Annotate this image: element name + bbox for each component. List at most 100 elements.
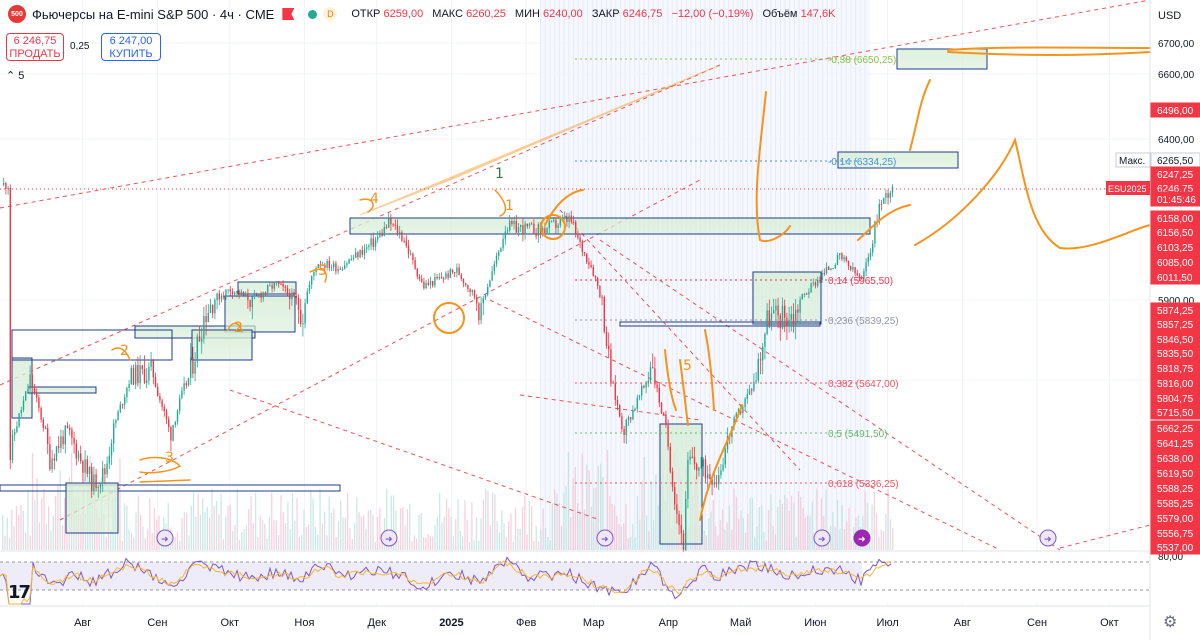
fib-label: 0,382 (5647,00) [828, 379, 899, 390]
candle-body [377, 236, 379, 240]
price-tag: 6246,75 [1157, 184, 1194, 195]
flag-icon[interactable] [282, 8, 295, 20]
candle-body [520, 225, 522, 228]
volume-bar [211, 488, 213, 550]
hand-stroke [111, 347, 131, 361]
band-stripe [634, 0, 636, 550]
candle-body [449, 269, 451, 278]
candle-body [777, 305, 779, 316]
candle-body [759, 359, 762, 361]
volume-bar [625, 504, 627, 550]
volume-bar [360, 516, 363, 550]
event-marker-icon[interactable] [596, 529, 614, 547]
candle-body [434, 276, 436, 286]
price-axis[interactable]: 6700,00 6600,00 6400,00 5900,00 80,00 [1158, 39, 1195, 563]
candle-body [702, 459, 704, 467]
time-tick: Фев [516, 617, 536, 629]
price-tag: 5638,00 [1157, 454, 1194, 465]
volume-bar [264, 523, 266, 550]
symbol-tag-bg [1106, 181, 1150, 195]
volume-bar [66, 533, 68, 550]
volume-bar [337, 521, 340, 550]
event-marker-icon[interactable] [380, 529, 398, 547]
candle-body [163, 406, 165, 412]
candle-body [509, 221, 511, 231]
volume-bar [544, 528, 547, 550]
market-status-icon[interactable] [308, 9, 318, 19]
candle-body [854, 267, 856, 274]
candle-body [825, 267, 828, 273]
symbol-title[interactable]: Фьючерсы на E-mini S&P 500 · 4ч · CME [32, 6, 275, 22]
volume-bar [45, 523, 47, 550]
candle-body [616, 399, 619, 406]
candle-body [724, 449, 726, 465]
buy-button[interactable]: 6 247,00 КУПИТЬ [101, 33, 161, 61]
candle-body [722, 464, 724, 471]
candle-body [207, 312, 209, 323]
fib-label: 0,14 (5965,50) [828, 276, 893, 287]
candle-body [113, 423, 115, 444]
volume-bar [135, 512, 137, 550]
volume-bar [878, 536, 880, 550]
candle-body [253, 294, 256, 297]
price-tick: 6400,00 [1158, 135, 1195, 146]
candle-body [36, 393, 38, 398]
event-marker-icon[interactable] [156, 529, 174, 547]
candle-body [839, 253, 841, 256]
price-tag-bg [1150, 435, 1200, 451]
hand-stroke [679, 359, 689, 426]
delay-badge[interactable]: D [323, 7, 338, 21]
hand-drawings: 1 2 3 4 5 1 2 5 [111, 46, 1151, 521]
event-marker-icon[interactable] [1039, 529, 1057, 547]
candle-body [69, 428, 71, 430]
volume-bar [172, 537, 174, 550]
symbol-logo-icon[interactable]: 500 [8, 5, 26, 23]
event-markers[interactable]: ➜ ➜ ➜ ➜ ➜ ➜ [156, 529, 1057, 547]
candle-body [44, 427, 47, 429]
volume-bar [655, 474, 657, 550]
candle-body [201, 338, 203, 342]
volume-bar [558, 503, 560, 550]
sell-button[interactable]: 6 246,75 ПРОДАТЬ [6, 33, 64, 61]
volume-bar [425, 537, 427, 550]
candle-body [9, 188, 11, 460]
volume-bar [616, 515, 618, 550]
candle-body [214, 299, 216, 314]
volume-bar [50, 530, 52, 550]
tradingview-logo-icon[interactable]: 17 [8, 582, 31, 603]
volume-bar [252, 523, 254, 550]
settings-gear-icon[interactable]: ⚙ [1163, 614, 1178, 631]
time-axis[interactable]: Авг Сен Окт Ноя Дек 2025 Фев Мар Апр Май Июн Июл Авг… [74, 617, 1119, 629]
event-marker-icon[interactable] [813, 529, 831, 547]
event-marker-icon[interactable] [853, 529, 871, 547]
volume-bar [441, 522, 443, 550]
volume-bar [255, 492, 257, 550]
candle-body [150, 360, 152, 367]
candle-body [196, 336, 198, 362]
candle-body [236, 290, 238, 293]
volume-bar [519, 528, 521, 550]
candle-body [599, 286, 601, 297]
close-value: 6246,75 [622, 8, 663, 20]
candle-body [337, 268, 339, 272]
candle-body [190, 357, 192, 379]
candle-body [478, 303, 480, 321]
candle-body [460, 275, 462, 279]
volume-bar [8, 537, 11, 550]
volume-bar [289, 529, 291, 550]
volume-bar [142, 526, 144, 550]
candle-body [799, 299, 801, 313]
candle-body [678, 514, 680, 526]
candle-body [632, 410, 634, 420]
volume-bar [123, 503, 126, 550]
candle-body [432, 280, 434, 286]
currency-label[interactable]: USD [1158, 10, 1182, 22]
price-tag: 5588,25 [1157, 484, 1194, 495]
indicators-toggle[interactable]: ⌃ 5 [6, 69, 24, 82]
candle-body [865, 262, 867, 272]
candle-body [891, 186, 894, 193]
volume-bar [206, 507, 208, 550]
candle-body [531, 223, 533, 225]
candle-body [203, 316, 205, 339]
